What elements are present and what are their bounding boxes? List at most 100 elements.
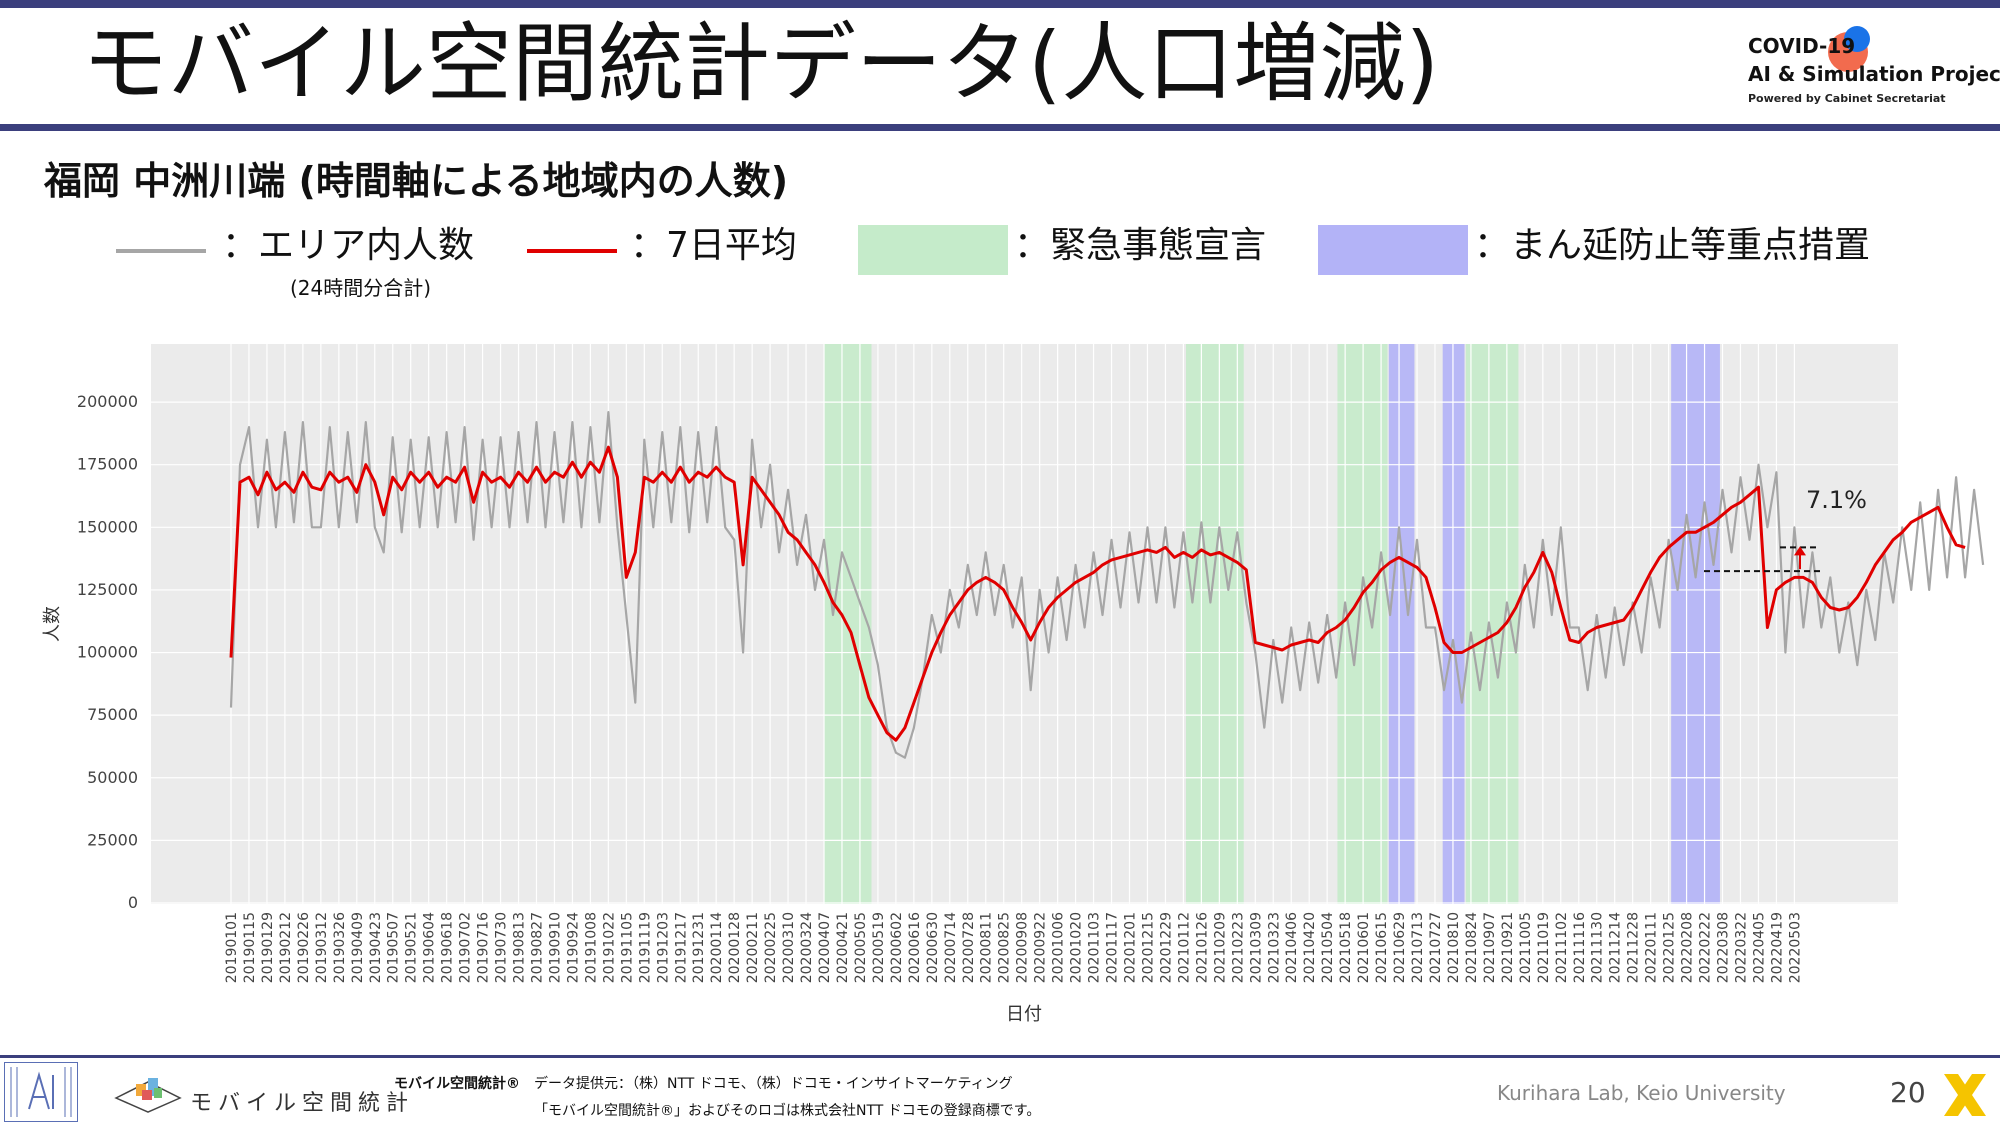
chart-subtitle: 福岡 中洲川端 (時間軸による地域内の人数) xyxy=(44,159,789,203)
logo-blue-dot-icon xyxy=(1844,26,1870,52)
project-logo: COVID-19 AI & Simulation Project Powered… xyxy=(1748,26,2000,116)
x-tick-label: 20220503 xyxy=(1787,912,1803,983)
x-tick-label: 20190827 xyxy=(529,912,545,983)
x-tick-label: 20190521 xyxy=(404,912,420,983)
x-tick-label: 20210112 xyxy=(1176,912,1192,983)
x-tick-label: 20200211 xyxy=(745,912,761,983)
x-tick-label: 20200728 xyxy=(961,912,977,983)
x-tick-label: 20220125 xyxy=(1662,912,1678,983)
x-tick-label: 20191008 xyxy=(583,912,599,983)
legend-priority-label: ：まん延防止等重点措置 xyxy=(1474,225,1871,266)
x-tick-label: 20200128 xyxy=(727,912,743,983)
x-tick-label: 20190618 xyxy=(440,912,456,983)
x-tick-label: 20200714 xyxy=(943,912,959,983)
legend-avg-label: ：7日平均 xyxy=(630,225,797,266)
x-tick-label: 20191203 xyxy=(655,912,671,983)
y-tick-label: 75000 xyxy=(87,705,138,724)
x-tick-label: 20190813 xyxy=(512,912,528,983)
title-divider xyxy=(0,124,2000,131)
seven-day-average-series-line xyxy=(229,445,1966,742)
x-tick-label: 20200505 xyxy=(853,912,869,983)
x-tick-label: 20210209 xyxy=(1212,912,1228,983)
footer-divider xyxy=(0,1055,2000,1058)
x-tick-label: 20210601 xyxy=(1356,912,1372,983)
x-tick-label: 20191022 xyxy=(601,912,617,983)
x-tick-label: 20191119 xyxy=(637,912,653,983)
x-tick-label: 20220308 xyxy=(1716,912,1732,983)
y-tick-label: 200000 xyxy=(77,392,138,411)
mobile-stats-logo-text: モバイル空間統計 xyxy=(190,1091,415,1116)
legend-priority-swatch xyxy=(1318,225,1468,275)
x-tick-label: 20210810 xyxy=(1446,912,1462,983)
x-tick-label: 20190326 xyxy=(332,912,348,983)
x-tick-label: 20210629 xyxy=(1392,912,1408,983)
page-number: 20 xyxy=(1890,1076,1926,1109)
trademark-note: 「モバイル空間統計®」およびそのロゴは株式会社NTT ドコモの登録商標です。 xyxy=(534,1103,1041,1119)
y-tick-label: 25000 xyxy=(87,830,138,849)
mobile-stats-logo-icon xyxy=(112,1072,184,1114)
legend-avg-swatch xyxy=(527,249,617,253)
x-tick-label: 20220111 xyxy=(1644,912,1660,983)
x-tick-label: 20190716 xyxy=(476,912,492,983)
shaded-period-4 xyxy=(1442,344,1465,904)
x-tick-label: 20201006 xyxy=(1051,912,1067,983)
x-tick-label: 20200616 xyxy=(907,912,923,983)
shaded-period-3 xyxy=(1388,344,1415,904)
shaded-period-5 xyxy=(1465,344,1519,904)
x-tick-label: 20211019 xyxy=(1536,912,1552,983)
x-tick-label: 20200421 xyxy=(835,912,851,983)
x-tick-label: 20211116 xyxy=(1572,912,1588,983)
x-tick-label: 20190129 xyxy=(260,912,276,983)
x-tick-label: 20210323 xyxy=(1266,912,1282,983)
x-tick-label: 20220222 xyxy=(1698,912,1714,983)
x-tick-label: 20200310 xyxy=(781,912,797,983)
x-tick-label: 20200922 xyxy=(1033,912,1049,983)
x-tick-label: 20200114 xyxy=(709,912,725,983)
x-tick-label: 20200519 xyxy=(871,912,887,983)
logo-line1: COVID-19 xyxy=(1748,34,1856,58)
logo-line2: AI & Simulation Project xyxy=(1748,62,2000,86)
page-title: モバイル空間統計データ(人口増減) xyxy=(82,14,1440,114)
x-tick-label: 20190115 xyxy=(242,912,258,983)
x-tick-label: 20200602 xyxy=(889,912,905,983)
x-tick-label: 20190101 xyxy=(224,912,240,983)
y-axis-label: 人数 xyxy=(42,606,63,642)
x-tick-label: 20211228 xyxy=(1626,912,1642,983)
x-tick-label: 20190423 xyxy=(368,912,384,983)
registered-name: モバイル空間統計® xyxy=(394,1076,520,1092)
x-tick-label: 20210727 xyxy=(1428,912,1444,983)
shaded-period-1 xyxy=(1185,344,1244,904)
x-tick-label: 20201117 xyxy=(1105,912,1121,983)
legend-area-note: (24時間分合計) xyxy=(290,276,432,300)
x-tick-label: 20190702 xyxy=(458,912,474,983)
x-tick-label: 20190409 xyxy=(350,912,366,983)
x-tick-label: 20200825 xyxy=(997,912,1013,983)
x-tick-label: 20220419 xyxy=(1769,912,1785,983)
x-tick-label: 20200225 xyxy=(763,912,779,983)
x-tick-label: 20210406 xyxy=(1284,912,1300,983)
x-tick-label: 20190604 xyxy=(422,912,438,983)
x-tick-label: 20201201 xyxy=(1123,912,1139,983)
x-tick-label: 20210615 xyxy=(1374,912,1390,983)
legend-emergency-label: ：緊急事態宣言 xyxy=(1014,225,1267,266)
x-tick-label: 20210420 xyxy=(1302,912,1318,983)
x-tick-label: 20210824 xyxy=(1464,912,1480,983)
x-tick-label: 20211214 xyxy=(1608,912,1624,983)
logo-line3: Powered by Cabinet Secretariat xyxy=(1748,92,1946,105)
x-logo-icon xyxy=(1940,1070,1990,1120)
x-tick-label: 20210504 xyxy=(1320,912,1336,983)
x-tick-label: 20210518 xyxy=(1338,912,1354,983)
x-tick-label: 20190910 xyxy=(547,912,563,983)
x-tick-label: 20191231 xyxy=(691,912,707,983)
data-source: データ提供元：（株）NTT ドコモ、（株）ドコモ・インサイトマーケティング xyxy=(534,1076,1013,1092)
x-tick-label: 20200811 xyxy=(979,912,995,983)
y-tick-label: 50000 xyxy=(87,768,138,787)
legend-area-label: ：エリア内人数 xyxy=(222,225,475,266)
x-tick-label: 20200630 xyxy=(925,912,941,983)
x-tick-label: 20200908 xyxy=(1015,912,1031,983)
x-tick-label: 20220322 xyxy=(1733,912,1749,983)
x-tick-label: 20210223 xyxy=(1230,912,1246,983)
annotation-percent-label: 7.1% xyxy=(1806,486,1867,514)
x-tick-label: 20211102 xyxy=(1554,912,1570,983)
x-tick-label: 20190212 xyxy=(278,912,294,983)
